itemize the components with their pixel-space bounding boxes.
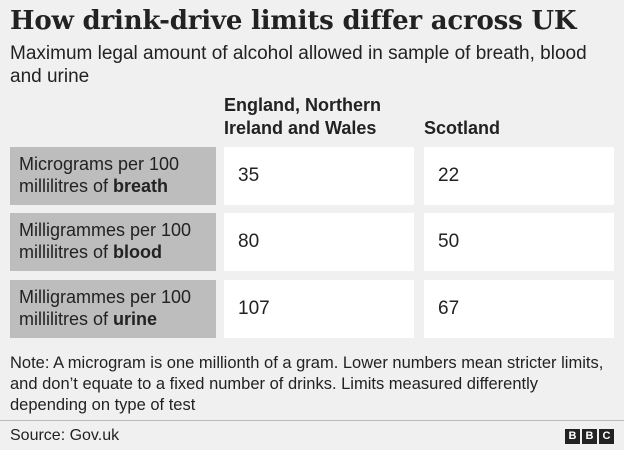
bbc-logo: B B C	[565, 429, 614, 444]
table-cell-breath-england: 35	[224, 147, 414, 205]
row-label-text: Micrograms per 100 millilitres of	[19, 154, 180, 196]
logo-letter: B	[582, 429, 597, 444]
row-label-blood: Milligrammes per 100 millilitres of bloo…	[10, 213, 216, 271]
chart-title: How drink-drive limits differ across UK	[10, 6, 577, 36]
footer-divider	[0, 420, 624, 421]
row-label-text: Milligrammes per 100 millilitres of	[19, 220, 192, 262]
table-cell-urine-scotland: 67	[424, 280, 614, 338]
row-label-urine: Milligrammes per 100 millilitres of urin…	[10, 280, 216, 338]
row-label-text: Milligrammes per 100 millilitres of	[19, 287, 192, 329]
table-cell-blood-scotland: 50	[424, 213, 614, 271]
table-cell-breath-scotland: 22	[424, 147, 614, 205]
table-cell-urine-england: 107	[224, 280, 414, 338]
row-label-bold: urine	[113, 309, 158, 329]
row-label-breath: Micrograms per 100 millilitres of breath	[10, 147, 216, 205]
chart-subtitle: Maximum legal amount of alcohol allowed …	[10, 43, 587, 87]
row-label-bold: breath	[113, 176, 169, 196]
row-label-bold: blood	[113, 242, 162, 262]
logo-letter: C	[599, 429, 614, 444]
column-header-england-ni-wales: England, Northern Ireland and Wales	[224, 95, 381, 138]
table-cell-blood-england: 80	[224, 213, 414, 271]
logo-letter: B	[565, 429, 580, 444]
column-header-scotland: Scotland	[424, 118, 501, 138]
source-text: Source: Gov.uk	[10, 427, 120, 444]
footnote: Note: A microgram is one millionth of a …	[10, 354, 604, 414]
